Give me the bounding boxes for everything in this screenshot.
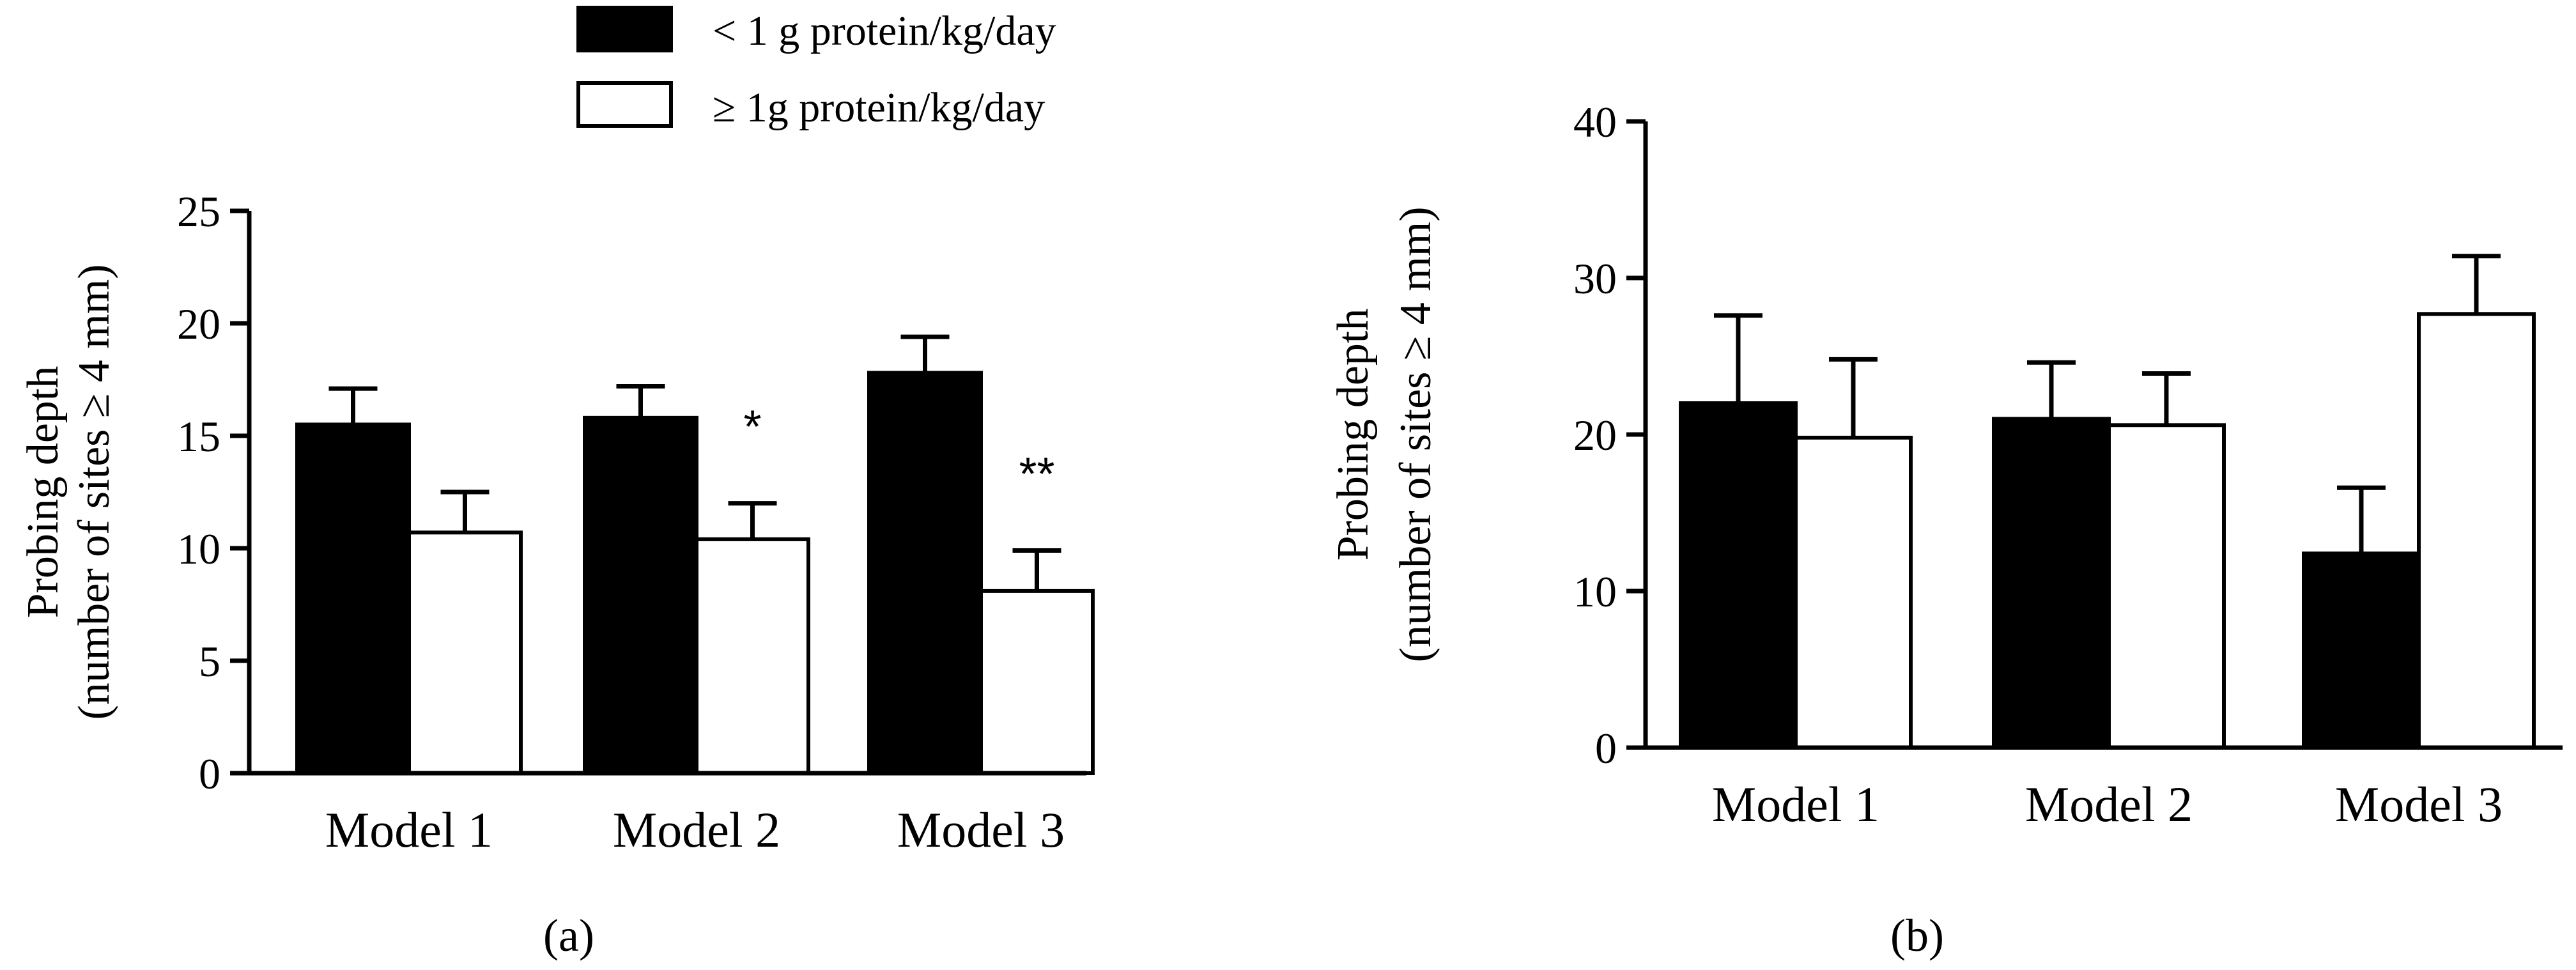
legend-swatch-light — [576, 81, 673, 128]
bar-a-s1-1 — [295, 422, 411, 775]
panel-label-b: (b) — [1890, 910, 1944, 961]
y-tick-label-b-40: 40 — [1573, 98, 1617, 146]
bar-b-s2-2 — [2107, 423, 2226, 750]
legend-label-dark: < 1 g protein/kg/day — [713, 8, 1056, 54]
significance-a-3: ** — [1019, 449, 1054, 500]
chart-panel-b: 0 10 20 30 40 Model 1 Model 2 Model 3 Probing de… — [1329, 98, 2563, 832]
x-tick-label-b-1: Model 1 — [1712, 776, 1879, 832]
y-tick-label-b-20: 20 — [1573, 411, 1617, 459]
y-axis-title-a-line1: Probing depth — [19, 366, 68, 619]
x-tick-label-b-2: Model 2 — [2025, 776, 2193, 832]
y-tick-label-a-25: 25 — [177, 187, 220, 236]
y-tick-label-b-30: 30 — [1573, 254, 1617, 303]
bar-b-s2-1 — [1794, 435, 1913, 750]
panel-label-a: (a) — [543, 910, 594, 961]
legend-swatch-dark — [576, 6, 673, 52]
bar-b-s1-1 — [1679, 401, 1798, 750]
bar-b-s1-2 — [1992, 417, 2111, 750]
x-tick-label-a-1: Model 1 — [325, 802, 493, 858]
y-axis-title-b-line1: Probing depth — [1329, 309, 1378, 561]
significance-a-2: * — [743, 402, 761, 453]
bar-a-s2-3 — [979, 589, 1095, 775]
bar-a-s1-3 — [867, 371, 983, 775]
y-tick-label-a-10: 10 — [177, 525, 220, 573]
bar-b-s1-3 — [2302, 551, 2421, 750]
legend-label-light: ≥ 1g protein/kg/day — [713, 84, 1045, 131]
x-tick-label-a-2: Model 2 — [613, 802, 780, 858]
y-tick-label-a-15: 15 — [177, 412, 220, 461]
y-axis-title-a-line2: (number of sites ≥ 4 mm) — [70, 264, 119, 720]
y-axis-title-b-line2: (number of sites ≥ 4 mm) — [1391, 206, 1440, 662]
bar-a-s2-2 — [695, 537, 810, 775]
bar-b-s2-3 — [2417, 312, 2536, 750]
bar-a-s1-2 — [583, 415, 698, 775]
y-tick-label-a-0: 0 — [199, 750, 220, 798]
x-tick-label-b-3: Model 3 — [2335, 776, 2503, 832]
y-tick-label-a-20: 20 — [177, 300, 220, 348]
legend: < 1 g protein/kg/day ≥ 1g protein/kg/day — [576, 6, 1056, 131]
bar-a-s2-1 — [407, 530, 523, 775]
y-tick-label-b-10: 10 — [1573, 567, 1617, 616]
y-tick-label-b-0: 0 — [1595, 724, 1617, 773]
y-tick-label-a-5: 5 — [199, 637, 220, 686]
x-tick-label-a-3: Model 3 — [897, 802, 1065, 858]
